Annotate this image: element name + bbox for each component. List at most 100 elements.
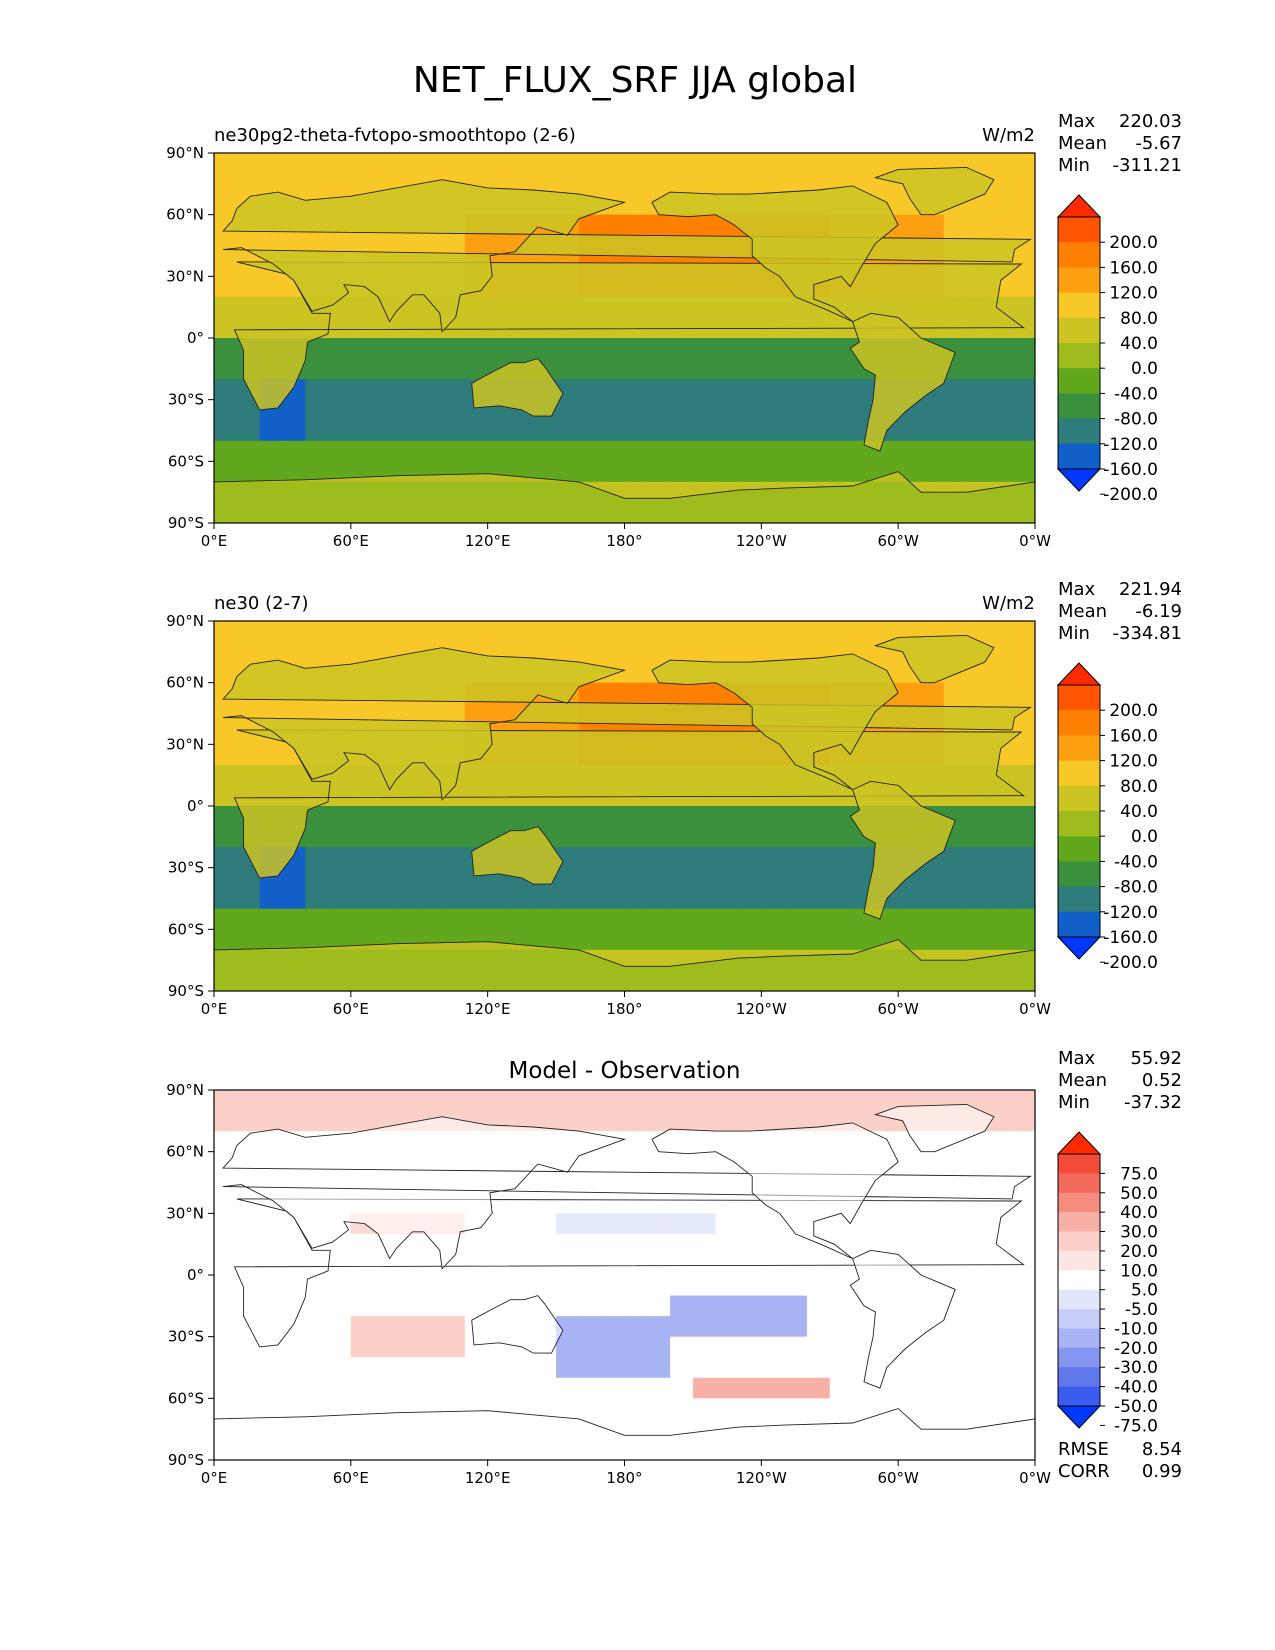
field-cell [738,847,762,869]
field-cell [442,1377,466,1399]
field-cell [305,461,329,483]
field-cell [601,420,625,442]
field-cell [852,461,876,483]
field-cell [350,1316,375,1338]
field-cell [647,970,671,992]
field-cell [898,420,922,442]
field-cell [373,621,397,643]
field-cell [624,1275,648,1297]
field-cell [259,621,283,643]
field-cell [715,1090,740,1112]
colorbar-swatch [1058,267,1100,293]
field-cell [556,867,580,889]
field-cell [715,1336,740,1358]
field-cell [601,358,625,380]
field-cell [1012,338,1036,360]
field-cell [1012,1357,1036,1379]
field-cell [578,440,603,462]
field-cell [738,867,762,889]
field-cell [1012,214,1036,236]
field-cell [578,1377,603,1399]
field-cell [692,379,717,401]
field-cell [510,908,534,930]
panel-left-title: ne30pg2-theta-fvtopo-smoothtopo (2-6) [214,125,576,146]
field-cell [533,461,557,483]
colorbar: 200.0 160.0 120.0 80.0 40.0 0.0 -40.0 -80.0 -120… [1056,194,1158,505]
field-cell [1012,399,1036,421]
field-cell [556,1110,580,1132]
field-cell [829,1336,854,1358]
field-cell [259,1110,283,1132]
field-cell [305,1439,329,1461]
field-cell [738,153,762,175]
field-cell [715,1275,740,1297]
field-cell [715,461,740,483]
field-cell [533,949,557,971]
field-cell [806,420,831,442]
field-cell [943,461,968,483]
field-cell [943,1439,968,1461]
field-cell [920,908,945,930]
field-cell [396,949,420,971]
field-cell [647,621,671,643]
field-cell [373,1275,397,1297]
field-cell [966,929,990,951]
field-cell [624,826,648,848]
field-cell [670,153,694,175]
field-cell [533,970,557,992]
field-cell [989,1295,1013,1317]
field-cell [578,1439,603,1461]
colorbar-label: 40.0 [1120,802,1158,822]
field-cell [1012,826,1036,848]
field-cell [305,1316,329,1338]
colorbar-label: 5.0 [1131,1281,1158,1301]
field-cell [943,379,968,401]
field-cell [943,399,968,421]
colorbar-swatch [1058,1289,1100,1310]
field-cell [1012,929,1036,951]
field-cell [328,1418,352,1440]
field-cell [350,440,375,462]
colorbar-label: -5.0 [1125,1300,1158,1320]
field-cell [373,440,397,462]
colorbar-label: 75.0 [1120,1164,1158,1184]
field-cell [214,703,238,725]
field-cell [875,949,899,971]
field-cell [647,420,671,442]
field-cell [670,173,694,195]
field-cell [647,806,671,828]
field-cell [214,399,238,421]
field-cell [578,338,603,360]
field-cell [214,502,238,524]
colorbar-label: -120.0 [1103,903,1158,923]
field-cell [236,153,261,175]
field-cell [829,1439,854,1461]
colorbar-swatch [1058,710,1100,736]
metric-label: CORR [1058,1461,1110,1482]
field-cell [396,806,420,828]
field-cell [419,502,443,524]
field-cell [989,399,1013,421]
field-cell [806,867,831,889]
field-cell [282,153,306,175]
field-cell [989,847,1013,869]
field-cell [214,785,238,807]
field-cell [601,806,625,828]
field-cell [920,1357,945,1379]
field-cell [1012,1439,1036,1461]
colorbar-bottom-extension [1056,936,1102,960]
field-cell [920,682,945,704]
colorbar-swatch [1058,217,1100,243]
field-cell [806,1336,831,1358]
field-cell [647,338,671,360]
field-cell [692,1357,717,1379]
colorbar-swatch [1058,811,1100,837]
x-tick-label: 60°W [877,1469,919,1487]
colorbar-swatch [1058,1328,1100,1349]
field-cell [829,621,854,643]
field-cell [1012,1316,1036,1338]
field-cell [350,621,375,643]
field-cell [236,296,261,318]
field-cell [1012,255,1036,277]
